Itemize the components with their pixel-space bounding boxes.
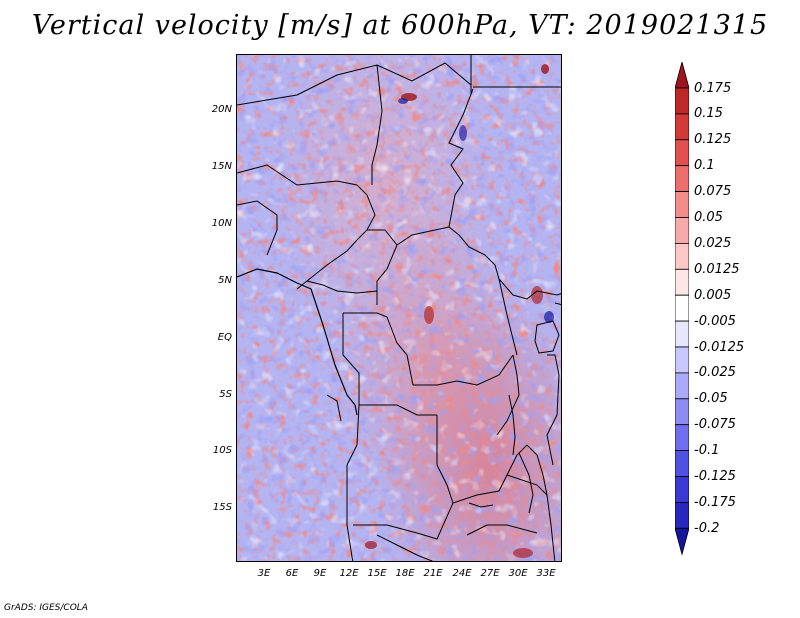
intense-cells (365, 64, 554, 558)
colorbar-label: -0.2 (694, 520, 720, 536)
colorbar-bin (675, 501, 689, 529)
colorbar-bin (675, 165, 689, 192)
coastline (237, 268, 358, 416)
colorbar-label: 0.125 (694, 132, 732, 148)
colorbar-label: 0.025 (694, 235, 732, 251)
colorbar-label: 0.1 (694, 158, 715, 174)
country-borders (237, 55, 561, 561)
lon-label: 15E (367, 568, 387, 579)
lat-label: EQ (217, 332, 232, 343)
colorbar-label: -0.05 (694, 391, 728, 407)
colorbar-top-arrow (675, 62, 689, 89)
colorbar-label: -0.125 (694, 469, 736, 484)
colorbar-bin (675, 294, 689, 322)
colorbar-bin (675, 139, 689, 167)
lon-label: 9E (313, 568, 327, 579)
lon-label: 24E (452, 568, 472, 579)
colorbar-bin (675, 372, 689, 400)
colorbar-bin (675, 113, 689, 141)
colorbar-label: 0.05 (694, 210, 723, 225)
colorbar-label: -0.0125 (694, 339, 745, 355)
colorbar-bin (675, 398, 689, 426)
colorbar-label: 0.15 (694, 106, 723, 122)
colorbar-label: 0.175 (694, 80, 732, 96)
colorbar-bin (675, 320, 689, 348)
lon-label: 30E (508, 568, 528, 579)
lon-label: 27E (480, 568, 500, 579)
colorbar-bin (675, 87, 689, 115)
lakes (468, 320, 560, 514)
lat-label: 15S (212, 502, 232, 513)
lat-label: 10S (212, 445, 232, 456)
lat-label: 5N (218, 275, 232, 286)
colorbar-bin (675, 424, 689, 452)
lat-label: 20N (211, 104, 232, 115)
colorbar-label: -0.175 (694, 494, 736, 510)
colorbar-bin (675, 268, 689, 296)
lon-label: 33E (536, 568, 556, 579)
map-title: Vertical velocity [m/s] at 600hPa, VT: 2… (31, 10, 769, 41)
colorbar-label: -0.005 (694, 313, 736, 329)
colorbar-label: -0.1 (694, 443, 720, 459)
colorbar-label: 0.005 (694, 287, 732, 303)
map-field (237, 55, 561, 561)
colorbar-bottom-arrow (675, 527, 689, 556)
colorbar-label: 0.075 (694, 184, 732, 200)
lat-label: 15N (211, 161, 232, 172)
colorbar-bin (675, 217, 689, 244)
lon-label: 12E (339, 568, 359, 579)
colorbar-label: -0.075 (694, 417, 736, 433)
lat-label: 10N (211, 218, 232, 229)
colorbar-label: -0.025 (694, 365, 736, 381)
grads-credit: GrADS: IGES/COLA (4, 603, 88, 613)
colorbar-bin (675, 242, 689, 270)
colorbar-label: 0.0125 (694, 261, 740, 277)
colorbar-bin (675, 476, 689, 503)
colorbar-bin (675, 191, 689, 218)
lon-label: 6E (285, 568, 299, 579)
vertical-velocity-map (236, 54, 562, 562)
colorbar-bin (675, 450, 689, 477)
lat-label: 5S (219, 389, 232, 400)
colorbar-bin (675, 346, 689, 374)
lon-label: 21E (423, 568, 443, 579)
lon-label: 18E (395, 568, 415, 579)
lon-label: 3E (257, 568, 271, 579)
colorbar (675, 62, 689, 556)
